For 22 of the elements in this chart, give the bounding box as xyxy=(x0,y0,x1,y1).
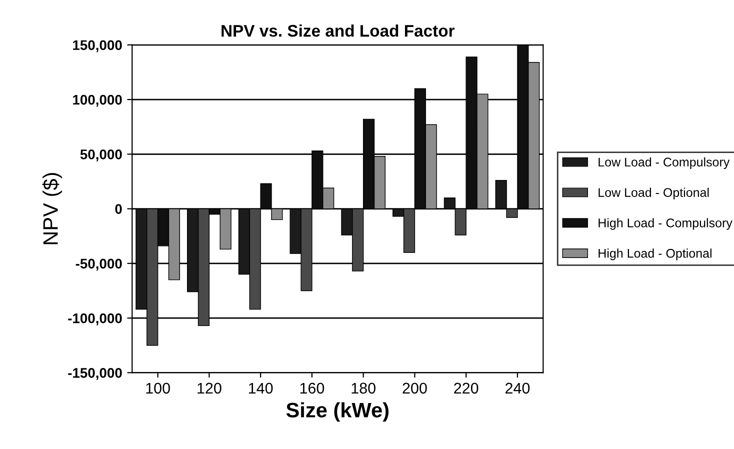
x-tick-label: 180 xyxy=(352,382,376,394)
x-axis-title: Size (kWe) xyxy=(286,402,389,422)
x-tick-label: 120 xyxy=(198,382,222,394)
legend-label: High Load - Optional xyxy=(598,248,712,260)
y-tick-label: 150,000 xyxy=(73,40,122,52)
legend-label: Low Load - Optional xyxy=(598,188,709,200)
y-tick-label: 100,000 xyxy=(73,94,122,107)
legend-label: High Load - Compulsory xyxy=(598,218,732,230)
x-tick-label: 200 xyxy=(402,382,427,394)
x-tick-label: 240 xyxy=(505,382,530,394)
legend-label: Low Load - Compulsory xyxy=(598,157,730,170)
y-tick-label: -50,000 xyxy=(76,258,122,271)
chart-title: NPV vs. Size and Load Factor xyxy=(222,24,455,37)
y-tick-label: -150,000 xyxy=(68,368,122,380)
y-tick-label: 50,000 xyxy=(80,149,122,162)
y-tick-label: -100,000 xyxy=(68,313,122,326)
x-tick-label: 220 xyxy=(454,382,478,394)
y-tick-label: 0 xyxy=(115,204,122,214)
x-tick-label: 160 xyxy=(300,382,324,394)
x-tick-label: 100 xyxy=(146,382,170,394)
y-axis-title: NPV ($) xyxy=(42,173,62,244)
x-tick-label: 140 xyxy=(248,382,273,394)
